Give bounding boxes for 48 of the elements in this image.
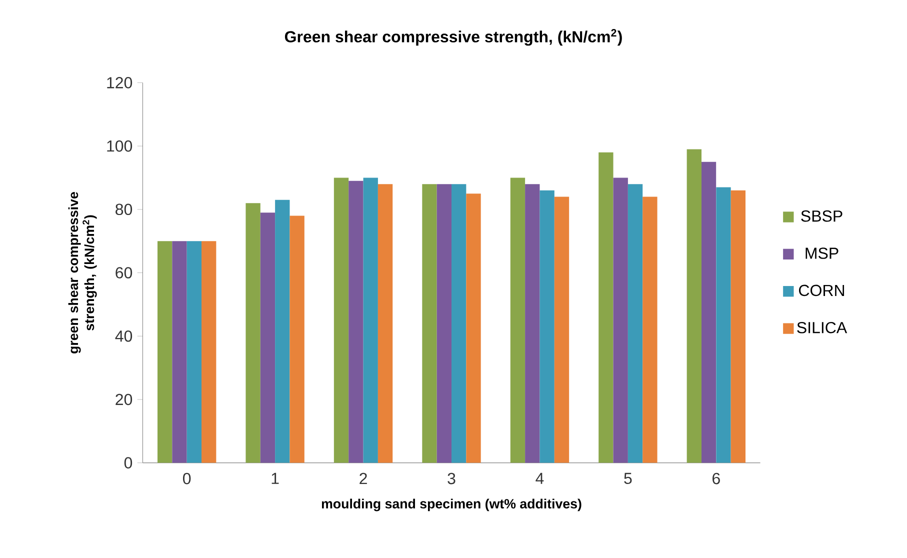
- bar: [202, 241, 216, 464]
- bar: [334, 178, 349, 464]
- x-tick-label: 3: [448, 473, 456, 484]
- bar: [613, 178, 628, 464]
- bar: [157, 241, 172, 464]
- bar: [628, 184, 643, 464]
- bar: [510, 178, 526, 464]
- bar: [378, 184, 393, 464]
- bar: [290, 216, 304, 464]
- bar: [348, 181, 364, 464]
- y-tick-label: 20: [116, 394, 132, 406]
- bar: [172, 241, 187, 464]
- bar: [525, 184, 540, 464]
- legend-label: SBSP: [801, 210, 842, 222]
- bar: [275, 200, 290, 464]
- y-tick-label: 120: [107, 77, 132, 89]
- bar: [436, 184, 452, 464]
- x-tick-label: 6: [712, 473, 720, 484]
- x-tick-label: 2: [360, 473, 367, 484]
- legend-label: SILICA: [797, 322, 848, 334]
- bar: [540, 190, 554, 464]
- bar: [730, 190, 746, 464]
- bar: [642, 196, 658, 464]
- y-tick-label: 60: [116, 267, 132, 279]
- y-tick-label: 40: [115, 330, 132, 342]
- bar: [186, 241, 202, 464]
- y-tick-label: 0: [124, 457, 132, 469]
- bar: [701, 162, 716, 464]
- bar: [598, 152, 614, 464]
- bar: [422, 184, 437, 464]
- bar: [686, 149, 702, 464]
- y-tick-label: 100: [107, 140, 132, 152]
- bar: [260, 212, 276, 464]
- bar: [246, 203, 260, 464]
- bar: [452, 184, 466, 464]
- chart-title: Green shear compressive strength, (kN/cm$^{2}$): [284, 29, 622, 46]
- legend-label: CORN: [799, 285, 844, 296]
- x-tick-label: 0: [183, 473, 191, 484]
- bar: [363, 178, 378, 464]
- bar: [554, 196, 570, 464]
- bar: [466, 194, 481, 464]
- bar: [716, 187, 731, 464]
- x-tick-label: 1: [272, 473, 279, 484]
- x-tick-label: 5: [624, 473, 632, 484]
- x-axis-title: moulding sand specimen (wt% additives): [322, 498, 582, 512]
- x-tick-label: 4: [536, 473, 544, 484]
- y-tick-label: 80: [116, 204, 132, 216]
- legend-label: MSP: [806, 248, 838, 260]
